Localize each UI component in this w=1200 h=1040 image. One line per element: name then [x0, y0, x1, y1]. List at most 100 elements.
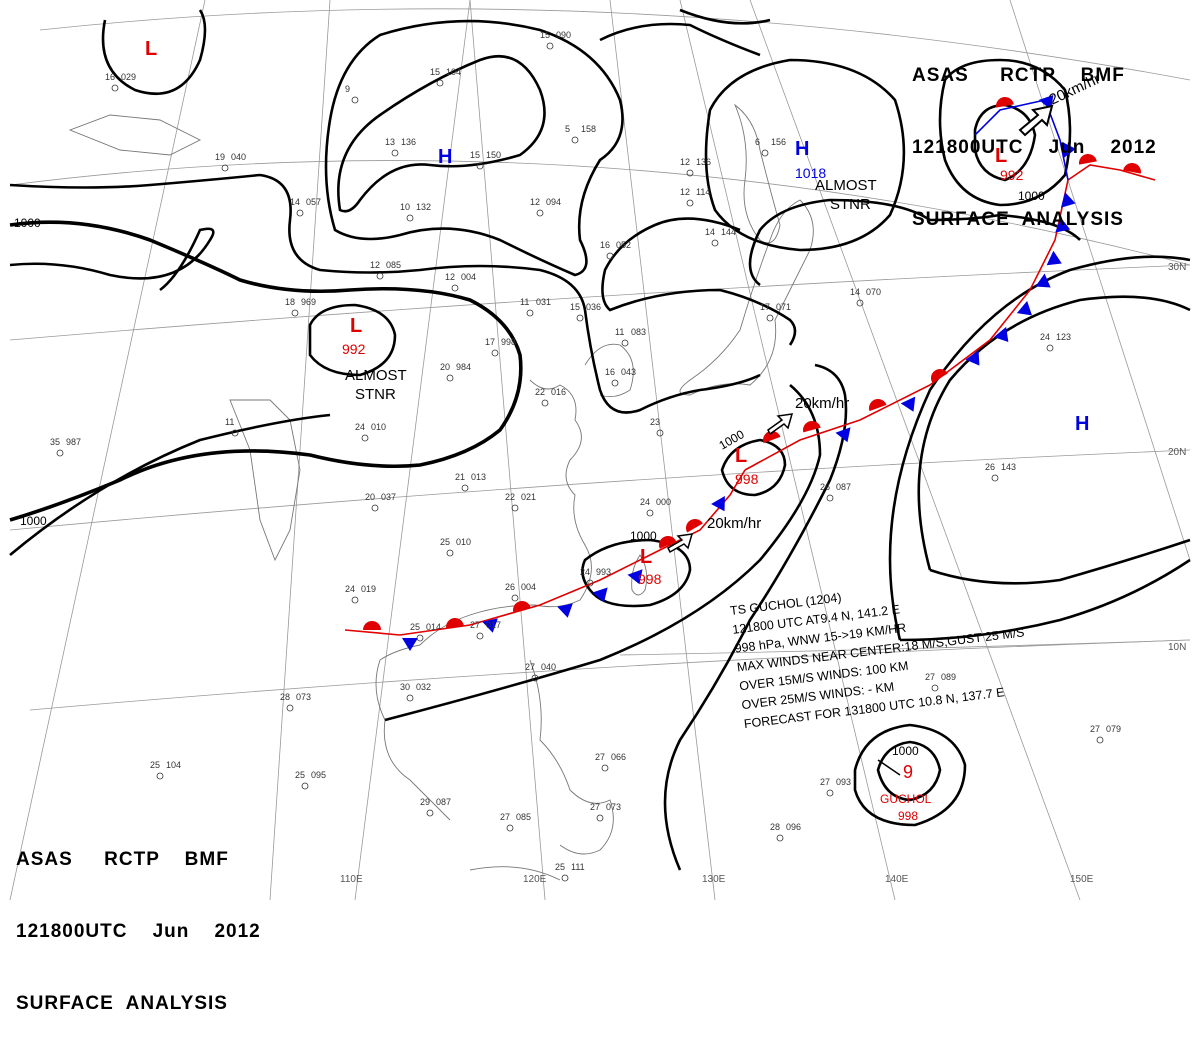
station-plot: 10 132	[400, 202, 431, 222]
station-temp: 14	[290, 197, 300, 207]
isobar-ne-low-outer	[938, 58, 1072, 207]
graticule-labels: 110E 120E 130E 140E 150E 30N 20N 10N	[340, 262, 1186, 885]
speed-china-low: 20km/hr	[707, 515, 761, 532]
station-temp: 11	[615, 327, 624, 337]
station-plot: 14 144	[705, 227, 736, 247]
stationary-front-cold-1	[482, 618, 498, 633]
station-circle-icon	[476, 162, 484, 170]
station-circle-icon	[476, 632, 484, 640]
low-china-symbol: L	[640, 546, 652, 568]
coast-indochina	[375, 644, 451, 821]
station-plot: 6 156	[755, 137, 786, 157]
low-nw-symbol: L	[145, 38, 157, 60]
station-pressure: 004	[461, 272, 476, 282]
station-pressure: 089	[941, 672, 956, 682]
station-plot: 24 019	[345, 584, 376, 604]
high-north-symbol: H	[438, 146, 452, 168]
station-temp: 19	[215, 152, 225, 162]
station-pressure: 073	[296, 692, 311, 702]
station-temp: 24	[640, 497, 650, 507]
station-plot: 27 066	[595, 752, 626, 772]
station-pressure: 016	[551, 387, 566, 397]
header-bottom-line2: 121800UTC Jun 2012	[16, 921, 261, 942]
station-circle-icon	[1096, 736, 1104, 744]
lon-label-140e: 140E	[885, 874, 909, 885]
station-pressure: 094	[546, 197, 561, 207]
station-plot: 15 104	[430, 67, 461, 87]
stationary-front-cold-2	[557, 603, 573, 618]
ne-occlusion-cold-0	[1062, 142, 1076, 158]
station-plot: 12 085	[370, 260, 401, 280]
station-pressure: 073	[606, 802, 621, 812]
station-pressure: 150	[486, 150, 501, 160]
station-temp: 23	[650, 417, 660, 427]
map-background	[0, 0, 1200, 900]
station-temp: 25	[295, 770, 305, 780]
station-circle-icon	[511, 594, 519, 602]
station-circle-icon	[826, 789, 834, 797]
typhoon-symbol-icon: 9	[903, 762, 913, 782]
almost-stnr-1-line1: ALMOST	[345, 367, 407, 384]
station-circle-icon	[571, 136, 579, 144]
speed-japan-low: 20km/hr	[795, 395, 849, 412]
station-temp: 26	[505, 582, 515, 592]
station-temp: 29	[420, 797, 430, 807]
station-plot: 25 014	[410, 622, 441, 642]
station-temp: 24	[355, 422, 365, 432]
station-plot: 14 070	[850, 287, 881, 307]
station-plot: 26 004	[505, 582, 536, 602]
station-pressure: 093	[836, 777, 851, 787]
station-circle-icon	[856, 299, 864, 307]
station-pressure: 079	[1106, 724, 1121, 734]
station-pressure: 969	[301, 297, 316, 307]
station-temp: 27	[525, 662, 535, 672]
station-plot: 12 004	[445, 272, 476, 292]
stationary-front-cold-0	[402, 638, 418, 651]
stationary-front-warm-1	[446, 618, 464, 628]
lat-label-10n: 10N	[1168, 642, 1186, 653]
station-temp: 25	[555, 862, 565, 872]
station-plot: 21 013	[455, 472, 486, 492]
coast-china-east	[419, 379, 592, 646]
station-plot: 20 984	[440, 362, 471, 382]
station-plot: 15 036	[570, 302, 601, 322]
station-pressure: 040	[541, 662, 556, 672]
station-circle-icon	[426, 809, 434, 817]
station-plot: 27 093	[820, 777, 851, 797]
station-pressure: 085	[516, 812, 531, 822]
station-plot: 11	[225, 417, 239, 437]
arrow-china-low-icon	[667, 533, 694, 554]
station-temp: 26	[985, 462, 995, 472]
isobar-typhoon-outer	[853, 723, 967, 827]
station-temp: 12	[680, 157, 690, 167]
isobar-frontal-trough-east	[663, 363, 848, 871]
station-plot: 15 090	[540, 30, 571, 50]
station-temp: 27	[500, 812, 510, 822]
station-temp: 15	[540, 30, 550, 40]
station-pressure: 066	[611, 752, 626, 762]
station-pressure: 014	[426, 622, 441, 632]
low-china-value: 998	[638, 571, 662, 587]
station-temp: 27	[1090, 724, 1100, 734]
station-temp: 28	[770, 822, 780, 832]
arrow-ne-low-icon	[1018, 104, 1054, 137]
station-pressure: 000	[656, 497, 671, 507]
pressure-centers: L L 992 H H 1018 L 992 H L 998 L 998 9 G…	[145, 38, 1089, 823]
header-top-line1: ASAS RCTP BMF	[912, 65, 1125, 86]
station-temp: 12	[530, 197, 540, 207]
station-circle-icon	[511, 504, 519, 512]
station-temp: 14	[850, 287, 860, 297]
station-pressure: 998	[501, 337, 516, 347]
lon-label-150e: 150E	[1070, 874, 1094, 885]
coastlines	[68, 103, 814, 881]
station-plot: 25 095	[295, 770, 326, 790]
station-plot: 17 071	[760, 302, 791, 322]
isobar-korea	[583, 309, 761, 414]
station-temp: 12	[445, 272, 455, 282]
station-circle-icon	[541, 399, 549, 407]
station-plot: 11 083	[615, 327, 646, 347]
isobar-frontal-trough-outer	[384, 384, 822, 722]
front-east-cold-1	[900, 396, 916, 412]
station-circle-icon	[546, 42, 554, 50]
station-pressure: 090	[556, 30, 571, 40]
